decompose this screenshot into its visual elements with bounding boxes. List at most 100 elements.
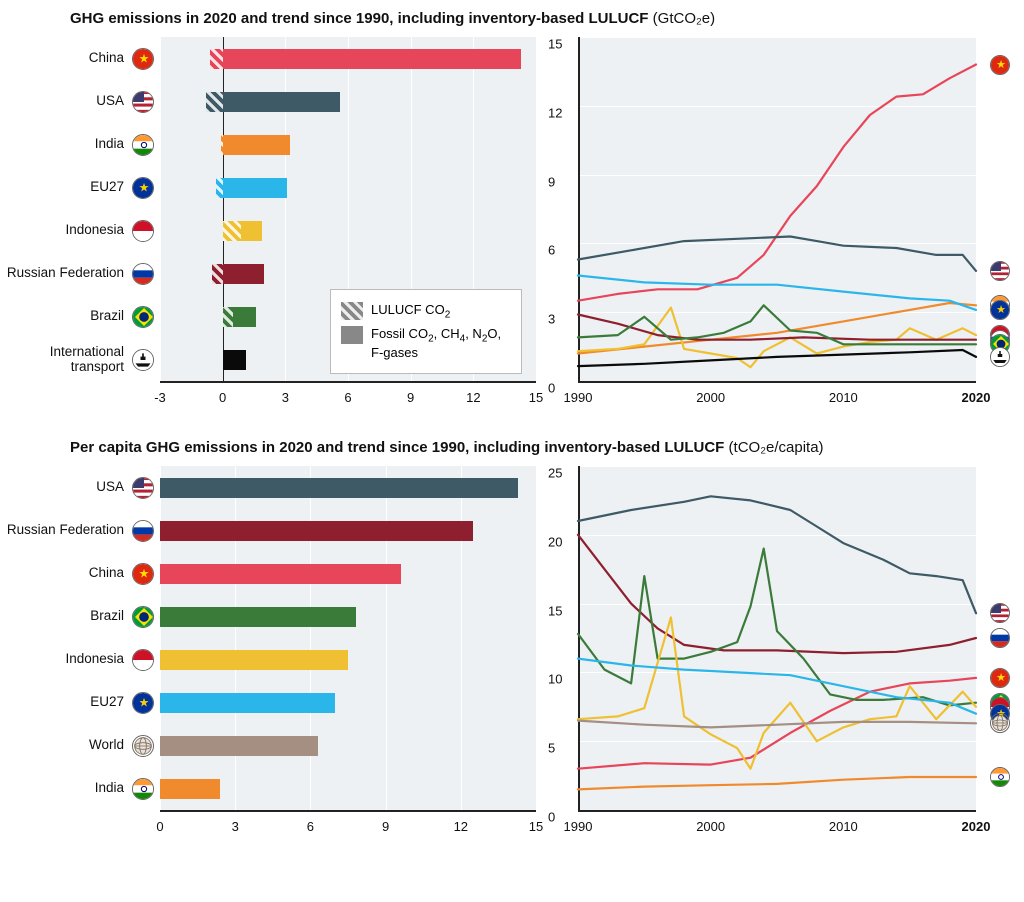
bar-row: EU27★ — [0, 175, 540, 201]
x-tick: 15 — [529, 819, 543, 834]
bar-label: Russian Federation — [0, 266, 130, 281]
flag-icon — [132, 349, 154, 371]
end-flag-icon: ★ — [990, 300, 1010, 320]
bar-label: India — [0, 781, 130, 796]
legend-label-lulucf: LULUCF CO2 — [371, 302, 450, 322]
bar-seg — [160, 736, 318, 756]
panel2-title: Per capita GHG emissions in 2020 and tre… — [0, 429, 1024, 460]
end-flag-icon — [990, 347, 1010, 367]
bar-row: EU27★ — [0, 690, 540, 716]
bar-seg-fossil — [233, 307, 256, 327]
panel2-line-chart: 05101520251990200020102020★★ — [550, 460, 980, 840]
bar-row: China ★ — [0, 561, 540, 587]
panel2-title-unit: (tCO₂e/capita) — [729, 439, 824, 456]
panel1-line-chart: 036912151990200020102020★★ — [550, 31, 980, 411]
svg-text:★: ★ — [139, 51, 150, 65]
bar-seg — [160, 607, 356, 627]
bar-label: Russian Federation — [0, 523, 130, 538]
bar-seg-fossil — [223, 264, 265, 284]
flag-icon — [132, 263, 154, 285]
svg-text:★: ★ — [139, 180, 150, 194]
panel1-bar-chart: -303691215China★USAIndiaEU27★IndonesiaRu… — [0, 31, 540, 411]
x-tick: 6 — [307, 819, 314, 834]
legend-swatch-solid — [341, 326, 363, 344]
flag-icon — [132, 306, 154, 328]
bar-row: Indonesia — [0, 218, 540, 244]
flag-icon — [132, 606, 154, 628]
x-tick: 3 — [282, 390, 289, 405]
line-series — [578, 777, 976, 789]
bar-seg-fossil — [223, 92, 340, 112]
end-flag-icon — [990, 713, 1010, 733]
x-tick: 9 — [382, 819, 389, 834]
svg-text:★: ★ — [139, 566, 150, 580]
x-tick: 9 — [407, 390, 414, 405]
legend-label-fossil: Fossil CO2, CH4, N2O, F-gases — [371, 326, 511, 361]
panel2-title-main: Per capita GHG emissions in 2020 and tre… — [70, 439, 724, 456]
bar-seg-fossil — [223, 350, 246, 370]
x-tick: 15 — [529, 390, 543, 405]
bar-row: India — [0, 132, 540, 158]
bar-label: India — [0, 137, 130, 152]
line-series — [578, 350, 976, 366]
bar-label: China — [0, 566, 130, 581]
flag-icon — [132, 778, 154, 800]
bar-label: USA — [0, 480, 130, 495]
x-tick: 0 — [219, 390, 226, 405]
bar-row: Indonesia — [0, 647, 540, 673]
line-series — [578, 237, 976, 271]
end-flag-icon — [990, 628, 1010, 648]
bar-label: USA — [0, 94, 130, 109]
bar-label: China — [0, 51, 130, 66]
panel2-bar-chart: 0 3 6 9 12 15 USA Russian Federation China ★ Brazi… — [0, 460, 540, 840]
end-flag-icon — [990, 767, 1010, 787]
flag-icon — [132, 520, 154, 542]
panel-percapita-emissions: Per capita GHG emissions in 2020 and tre… — [0, 429, 1024, 840]
flag-icon: ★ — [132, 563, 154, 585]
x-tick: 0 — [156, 819, 163, 834]
bar-label: EU27 — [0, 695, 130, 710]
bar-seg — [160, 521, 473, 541]
bar-row: USA — [0, 475, 540, 501]
bar-seg — [160, 779, 220, 799]
bar-row: World — [0, 733, 540, 759]
panel1-title-unit: (GtCO₂e) — [653, 10, 716, 27]
bar-seg-lulucf — [210, 49, 223, 69]
bar-seg — [160, 693, 335, 713]
bar-row: Brazil — [0, 604, 540, 630]
bar-label: Indonesia — [0, 652, 130, 667]
legend: LULUCF CO2 Fossil CO2, CH4, N2O, F-gases — [330, 289, 522, 374]
bar-seg-fossil — [241, 221, 262, 241]
end-flag-icon — [990, 603, 1010, 623]
svg-text:★: ★ — [996, 304, 1006, 316]
flag-icon — [132, 91, 154, 113]
legend-swatch-hatch — [341, 302, 363, 320]
x-tick: 3 — [232, 819, 239, 834]
line-series — [578, 617, 976, 768]
line-series — [578, 496, 976, 613]
end-flag-icon: ★ — [990, 55, 1010, 75]
bar-seg-lulucf — [223, 307, 233, 327]
bar-seg-lulucf — [223, 221, 242, 241]
flag-icon: ★ — [132, 48, 154, 70]
bar-label: Brazil — [0, 309, 130, 324]
flag-icon: ★ — [132, 177, 154, 199]
end-flag-icon: ★ — [990, 668, 1010, 688]
x-tick: 12 — [454, 819, 468, 834]
svg-text:★: ★ — [996, 59, 1006, 71]
bar-row: China ★ — [0, 46, 540, 72]
flag-icon — [132, 477, 154, 499]
bar-row: Russian Federation — [0, 261, 540, 287]
svg-text:★: ★ — [996, 672, 1006, 684]
bar-label: World — [0, 738, 130, 753]
line-series — [578, 65, 976, 301]
bar-seg — [160, 478, 518, 498]
end-flag-icon — [990, 261, 1010, 281]
bar-seg-fossil — [223, 49, 522, 69]
bar-seg-fossil — [223, 178, 288, 198]
flag-icon: ★ — [132, 692, 154, 714]
bar-seg — [160, 650, 348, 670]
flag-icon — [132, 134, 154, 156]
x-tick: 12 — [466, 390, 480, 405]
bar-seg — [160, 564, 401, 584]
